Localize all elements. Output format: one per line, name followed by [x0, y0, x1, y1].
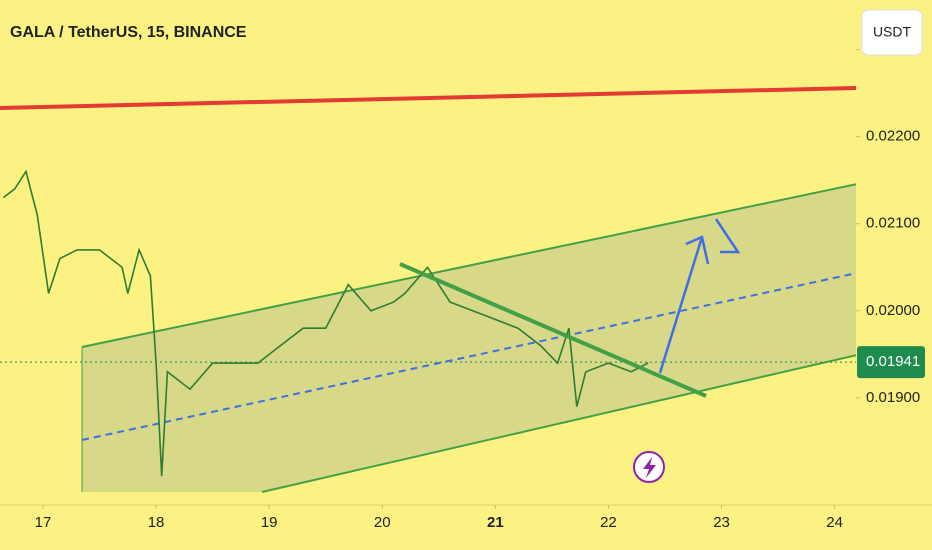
price-tick-label: 0.02000 [866, 302, 920, 319]
channel-upper [81, 183, 856, 348]
price-line [2, 169, 649, 477]
current-price-label: 0.01941 [866, 353, 920, 370]
price-tick-label: 0.02200 [866, 128, 920, 145]
channel-fill [82, 184, 856, 492]
time-tick-label: 17 [35, 514, 52, 531]
lightning-bolt [643, 457, 656, 478]
trendline [399, 262, 707, 398]
price-tick-label: 0.01900 [866, 389, 920, 406]
time-tick-label: 22 [600, 514, 617, 531]
time-tick-label: 19 [261, 514, 278, 531]
drawings [0, 86, 856, 493]
time-tick-label: 23 [713, 514, 730, 531]
resistance-line [0, 86, 856, 110]
channel-mid [81, 272, 856, 441]
arrow-down [714, 218, 741, 254]
channel-lower [261, 354, 856, 493]
time-tick-label: 18 [148, 514, 165, 531]
annotations [399, 218, 741, 483]
currency-button-label[interactable]: USDT [873, 24, 912, 40]
time-tick-label: 20 [374, 514, 391, 531]
current-price-box [857, 346, 925, 379]
price-tick-label: 0.02100 [866, 215, 920, 232]
chart-title: GALA / TetherUS, 15, BINANCE [10, 24, 247, 41]
currency-button[interactable] [861, 9, 923, 56]
time-tick-label: 24 [826, 514, 843, 531]
arrow-head [685, 235, 710, 265]
arrow-up [658, 236, 704, 374]
time-tick-label: 21 [487, 514, 504, 531]
